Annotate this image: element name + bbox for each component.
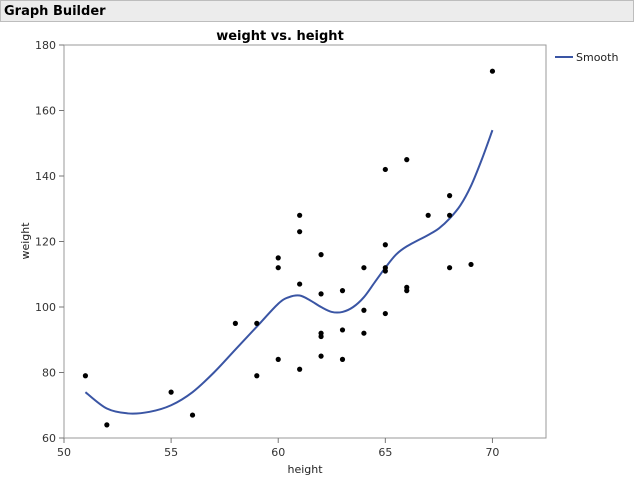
x-axis: 50 55 60 65 70 bbox=[57, 438, 499, 459]
data-point bbox=[318, 291, 324, 297]
data-point bbox=[447, 193, 453, 199]
y-tick-label: 80 bbox=[42, 367, 56, 380]
plot-frame bbox=[63, 44, 547, 439]
data-point bbox=[425, 212, 431, 218]
data-point bbox=[168, 389, 174, 395]
data-point bbox=[275, 265, 281, 271]
data-point bbox=[339, 288, 346, 294]
data-point bbox=[275, 356, 281, 362]
data-point bbox=[318, 353, 324, 359]
data-point bbox=[339, 327, 346, 333]
data-point bbox=[189, 412, 196, 418]
x-tick-label: 70 bbox=[485, 446, 499, 459]
x-tick-label: 60 bbox=[271, 446, 285, 459]
data-point bbox=[297, 366, 303, 372]
y-axis-label: weight bbox=[19, 222, 32, 260]
window-title: Graph Builder bbox=[4, 4, 106, 19]
data-point bbox=[447, 265, 453, 271]
x-tick-label: 50 bbox=[57, 446, 71, 459]
data-point bbox=[82, 373, 89, 379]
data-point bbox=[489, 68, 496, 74]
data-point bbox=[404, 288, 410, 294]
legend: Smooth bbox=[555, 51, 618, 64]
data-point bbox=[275, 255, 281, 261]
x-axis-label: height bbox=[287, 463, 323, 476]
data-point bbox=[361, 330, 367, 336]
y-tick-label: 140 bbox=[35, 170, 56, 183]
legend-label-smooth: Smooth bbox=[576, 51, 618, 64]
data-point bbox=[339, 356, 346, 362]
data-point bbox=[404, 157, 410, 163]
data-point bbox=[104, 422, 110, 428]
data-point bbox=[232, 320, 238, 326]
data-point bbox=[382, 166, 388, 173]
data-point bbox=[318, 333, 324, 340]
data-point bbox=[447, 212, 453, 218]
data-point bbox=[254, 373, 260, 379]
data-point bbox=[382, 310, 388, 317]
data-point bbox=[297, 212, 303, 218]
y-tick-label: 160 bbox=[35, 105, 56, 118]
data-point bbox=[361, 265, 367, 271]
data-point bbox=[382, 268, 388, 274]
y-tick-label: 120 bbox=[35, 236, 56, 249]
smooth-line bbox=[84, 129, 494, 415]
data-point bbox=[297, 281, 303, 287]
data-points bbox=[82, 68, 496, 428]
window-titlebar: Graph Builder bbox=[0, 0, 634, 22]
y-tick-label: 180 bbox=[35, 39, 56, 52]
data-point bbox=[382, 242, 388, 248]
data-point bbox=[297, 229, 303, 235]
chart-title: weight vs. height bbox=[216, 29, 344, 44]
x-tick-label: 65 bbox=[378, 446, 392, 459]
data-point bbox=[318, 252, 324, 258]
data-point bbox=[361, 307, 367, 313]
y-axis: 60 80 100 120 140 160 180 bbox=[35, 39, 64, 445]
x-tick-label: 55 bbox=[164, 446, 178, 459]
y-tick-label: 60 bbox=[42, 432, 56, 445]
data-point bbox=[468, 261, 474, 268]
y-tick-label: 100 bbox=[35, 301, 56, 314]
data-point bbox=[254, 320, 260, 326]
